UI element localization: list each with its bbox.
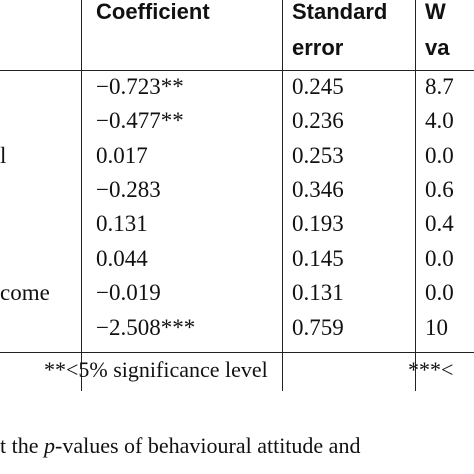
wald-cell: 0.6 (425, 177, 454, 202)
coefficient-cell: 0.131 (96, 211, 148, 236)
header-std-error-line2: error (292, 35, 344, 60)
header-wald-line2: va (425, 35, 450, 60)
header-wald-line1: W (425, 0, 446, 24)
wald-cell: 0.4 (425, 211, 454, 236)
std-error-cell: 0.759 (292, 315, 344, 340)
std-error-cell: 0.193 (292, 211, 344, 236)
coefficient-cell: −0.723** (96, 74, 184, 99)
caption-prefix: t the (0, 433, 44, 458)
coefficient-cell: −0.283 (96, 177, 161, 202)
std-error-cell: 0.236 (292, 108, 344, 133)
wald-cell: 10 (425, 315, 448, 340)
row-label: come (0, 280, 50, 305)
wald-cell: 0.0 (425, 246, 454, 271)
column-divider-2 (282, 0, 283, 391)
column-divider-3 (415, 0, 416, 391)
std-error-cell: 0.253 (292, 143, 344, 168)
row-label: l (0, 143, 7, 168)
std-error-cell: 0.145 (292, 246, 344, 271)
caption-suffix: -values of behavioural attitude and (55, 433, 361, 458)
coefficient-cell: −0.477** (96, 108, 184, 133)
std-error-cell: 0.131 (292, 280, 344, 305)
coefficient-cell: 0.044 (96, 246, 148, 271)
std-error-cell: 0.346 (292, 177, 344, 202)
footnote-significance-5: **<5% significance level (44, 357, 268, 382)
footnote-significance-1: ***< (408, 357, 454, 382)
column-divider-1 (81, 0, 82, 391)
header-std-error-line1: Standard (292, 0, 388, 24)
header-rule (0, 70, 474, 71)
coefficient-cell: −0.019 (96, 280, 161, 305)
wald-cell: 0.0 (425, 143, 454, 168)
wald-cell: 0.0 (425, 280, 454, 305)
coefficient-cell: 0.017 (96, 143, 148, 168)
caption-text: t the p-values of behavioural attitude a… (0, 432, 360, 460)
wald-cell: 8.7 (425, 74, 454, 99)
coefficient-cell: −2.508*** (96, 315, 196, 340)
header-coefficient: Coefficient (96, 0, 210, 24)
wald-cell: 4.0 (425, 108, 454, 133)
std-error-cell: 0.245 (292, 74, 344, 99)
caption-p-italic: p (44, 433, 55, 458)
bottom-rule (0, 352, 474, 353)
